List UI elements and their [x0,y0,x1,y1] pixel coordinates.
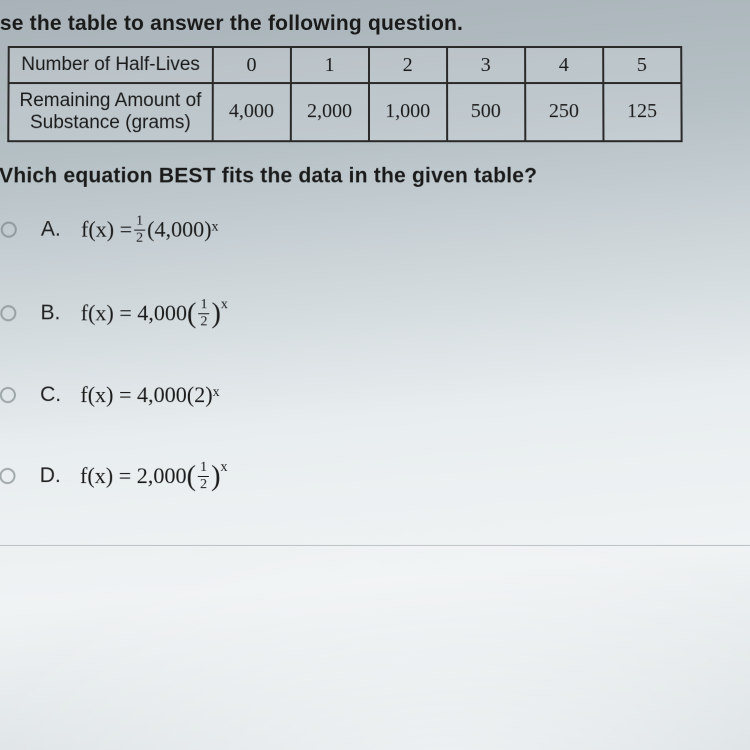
amount-cell: 1,000 [369,83,447,141]
table-row: Remaining Amount of Substance (grams) 4,… [8,83,681,141]
fraction-numerator: 1 [134,214,145,230]
fraction-denominator: 2 [198,314,209,329]
amount-cell: 250 [525,83,603,141]
equation-b: f(x) = 4,000 ( 1 2 ) x [81,298,228,329]
equation-c: f(x) = 4,000(2) x [80,382,219,408]
fraction: 1 2 [198,298,209,329]
eq-text: f(x) = 4,000(2) [80,382,212,408]
exponent: x [213,385,220,401]
fraction-numerator: 1 [198,298,209,314]
fraction-denominator: 2 [198,477,209,492]
amount-cell: 4,000 [212,83,290,141]
exponent: x [221,297,228,313]
amount-cell: 125 [603,83,681,141]
choice-letter: B. [40,301,64,325]
eq-after-frac: (4,000) [147,217,211,243]
half-life-cell: 2 [369,47,447,83]
half-life-cell: 3 [447,47,525,83]
radio-icon[interactable] [0,387,16,403]
radio-icon[interactable] [0,468,16,484]
eq-prefix: f(x) = 2,000 [80,463,187,489]
amount-cell: 500 [447,83,525,141]
half-life-cell: 4 [525,47,603,83]
row1-header: Number of Half-Lives [9,47,213,83]
choice-b[interactable]: B. f(x) = 4,000 ( 1 2 ) x [0,298,750,329]
divider-line [0,545,750,546]
exponent: x [220,460,227,476]
fraction-numerator: 1 [198,460,209,476]
choice-d[interactable]: D. f(x) = 2,000 ( 1 2 ) x [0,460,750,491]
data-table: Number of Half-Lives 0 1 2 3 4 5 Remaini… [7,46,682,142]
instruction-text: se the table to answer the following que… [0,12,750,36]
exponent: x [211,220,218,236]
question-text: Vhich equation BEST fits the data in the… [0,164,750,188]
radio-icon[interactable] [1,222,17,238]
choice-a[interactable]: A. f(x) = 1 2 (4,000) x [0,214,750,245]
choice-letter: D. [40,464,64,488]
choice-c[interactable]: C. f(x) = 4,000(2) x [0,382,750,408]
fraction-denominator: 2 [134,230,145,245]
half-life-cell: 0 [212,47,290,83]
choice-letter: A. [41,218,65,242]
row2-header-line1: Remaining Amount of [19,90,201,111]
fraction: 1 2 [134,214,145,245]
equation-d: f(x) = 2,000 ( 1 2 ) x [80,460,228,491]
fraction: 1 2 [198,460,209,491]
row2-header: Remaining Amount of Substance (grams) [8,83,212,141]
table-row: Number of Half-Lives 0 1 2 3 4 5 [9,47,681,83]
row2-header-line2: Substance (grams) [30,112,191,133]
half-life-cell: 1 [291,47,369,83]
eq-prefix: f(x) = [81,217,132,243]
eq-prefix: f(x) = 4,000 [81,300,187,326]
amount-cell: 2,000 [290,83,368,141]
radio-icon[interactable] [0,305,16,321]
equation-a: f(x) = 1 2 (4,000) x [81,214,219,245]
half-life-cell: 5 [603,47,681,83]
worksheet-page: se the table to answer the following que… [0,0,750,750]
choice-letter: C. [40,383,64,407]
